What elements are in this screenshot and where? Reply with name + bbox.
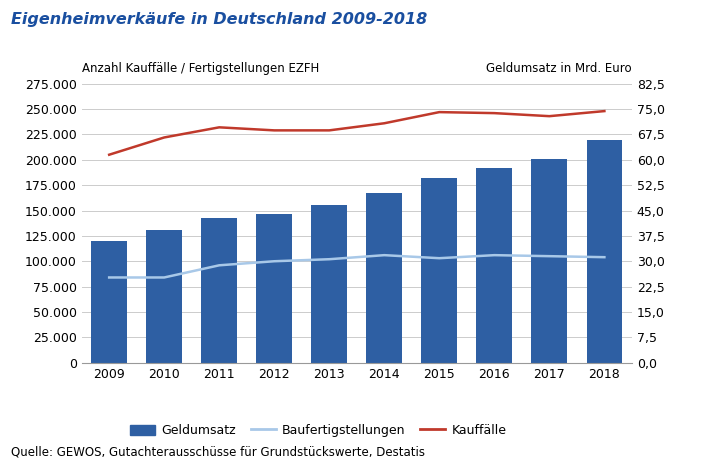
Bar (92, 241, 127, 363)
Bar (202, 218, 237, 363)
Bar (312, 206, 347, 363)
Bar (256, 213, 292, 363)
Text: Eigenheimverkäufe in Deutschland 2009-2018: Eigenheimverkäufe in Deutschland 2009-20… (11, 12, 427, 27)
Bar (422, 178, 457, 363)
Text: Anzahl Kauffälle / Fertigstellungen EZFH: Anzahl Kauffälle / Fertigstellungen EZFH (82, 62, 319, 75)
Bar (146, 230, 182, 363)
Legend: Geldumsatz, Baufertigstellungen, Kauffälle: Geldumsatz, Baufertigstellungen, Kauffäl… (125, 419, 512, 442)
Text: Geldumsatz in Mrd. Euro: Geldumsatz in Mrd. Euro (486, 62, 632, 75)
Bar (532, 159, 567, 363)
Text: Quelle: GEWOS, Gutachterausschüsse für Grundstückswerte, Destatis: Quelle: GEWOS, Gutachterausschüsse für G… (11, 445, 425, 458)
Bar (366, 193, 402, 363)
Bar (586, 140, 622, 363)
Bar (476, 168, 512, 363)
